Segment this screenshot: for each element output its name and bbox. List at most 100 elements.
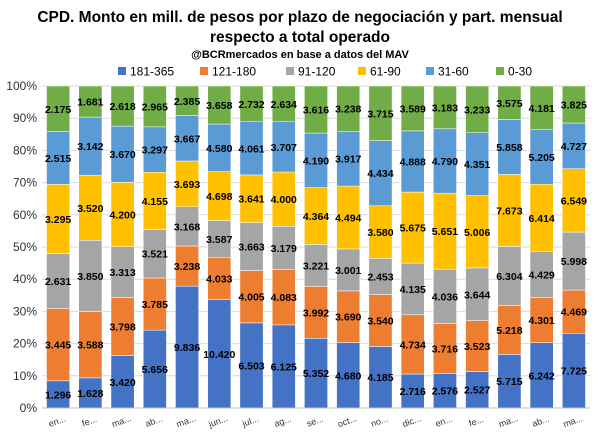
data-label: 3.238 [335, 104, 361, 116]
data-label: 3.716 [432, 343, 458, 355]
data-label: 2.716 [400, 386, 426, 398]
bar-segment-0-30 [562, 85, 586, 124]
data-label: 1.296 [45, 389, 71, 401]
bar-segment-0-30 [497, 85, 522, 120]
legend-label-121-180: 121-180 [212, 65, 256, 79]
data-label: 5.715 [496, 376, 522, 388]
data-label: 2.527 [464, 385, 490, 397]
data-label: 4.301 [529, 315, 555, 327]
x-tick-label: ma... [175, 413, 197, 429]
data-label: 4.351 [464, 159, 490, 171]
x-tick-label: ma... [562, 413, 584, 429]
bar-segment-0-30 [46, 85, 70, 132]
data-label: 4.200 [109, 209, 135, 221]
data-label: 9.836 [174, 342, 200, 354]
data-label: 4.005 [238, 292, 264, 304]
data-label: 3.589 [400, 103, 426, 115]
chart-title: CPD. Monto en mill. de pesos por plazo d… [37, 9, 562, 26]
legend-swatch-91-120 [286, 67, 294, 75]
data-label: 5.656 [142, 364, 168, 376]
data-label: 4.734 [400, 339, 426, 351]
data-label: 4.790 [432, 156, 458, 168]
data-label: 2.453 [367, 271, 393, 283]
x-tick-label: ma... [497, 413, 519, 429]
data-label: 4.888 [400, 156, 426, 168]
data-label: 3.540 [367, 315, 393, 327]
y-tick-label: 80% [13, 143, 37, 157]
bar-segment-0-30 [142, 85, 167, 128]
x-tick-label: jun... [206, 413, 229, 429]
data-label: 5.651 [432, 226, 458, 238]
data-label: 4.469 [561, 307, 587, 319]
bar-segment-0-30 [400, 85, 425, 132]
legend-swatch-0-30 [496, 67, 504, 75]
data-label: 2.732 [238, 99, 264, 111]
data-label: 2.618 [109, 101, 135, 113]
bar-segment-0-30 [175, 85, 199, 116]
data-label: 3.168 [174, 221, 200, 233]
data-label: 3.641 [238, 194, 264, 206]
y-tick-label: 70% [13, 176, 37, 190]
data-label: 3.445 [45, 340, 71, 352]
y-axis: 0% 10% 20% 30% 40% 50% 60% 70% 80% 90% 100% [6, 79, 37, 415]
x-tick-label: oct... [336, 413, 358, 429]
data-label: 3.523 [464, 341, 490, 353]
data-label: 3.587 [206, 234, 232, 246]
data-label: 4.033 [206, 274, 232, 286]
x-tick-label: dic... [401, 413, 422, 429]
data-label: 3.850 [77, 271, 103, 283]
data-label: 3.798 [109, 322, 135, 334]
x-tick-label: en... [47, 413, 67, 428]
legend-label-31-60: 31-60 [438, 65, 469, 79]
data-label: 3.142 [77, 141, 103, 153]
data-label: 3.295 [45, 214, 71, 226]
data-label: 4.429 [529, 270, 555, 282]
x-tick-label: ab... [144, 413, 164, 428]
data-label: 3.785 [142, 299, 168, 311]
data-label: 6.304 [496, 271, 522, 283]
data-label: 5.675 [400, 223, 426, 235]
x-tick-label: en... [434, 413, 454, 428]
y-tick-label: 10% [13, 369, 37, 383]
data-label: 4.494 [335, 213, 361, 225]
data-label: 2.965 [142, 101, 168, 113]
data-label: 4.698 [206, 191, 232, 203]
x-tick-label: fe... [467, 414, 485, 429]
legend-label-91-120: 91-120 [298, 65, 336, 79]
data-label: 3.707 [271, 142, 297, 154]
bar-segment-0-30 [110, 85, 135, 127]
data-label: 3.917 [335, 154, 361, 166]
data-label: 3.297 [142, 145, 168, 157]
x-axis: en... fe... ma... ab... ma... jun... jul... ag.… [42, 407, 590, 430]
data-label: 3.001 [335, 265, 361, 277]
legend-swatch-121-180 [200, 67, 208, 75]
bar-segment-0-30 [529, 85, 554, 131]
y-tick-label: 30% [13, 304, 37, 318]
data-label: 3.520 [77, 203, 103, 215]
chart-title-line2: respecto a total operado [210, 29, 390, 46]
data-label: 3.670 [109, 149, 135, 161]
data-label: 2.576 [432, 386, 458, 398]
data-label: 4.155 [142, 196, 168, 208]
x-tick-label: ag... [273, 413, 293, 428]
data-label: 5.998 [561, 256, 587, 268]
bar-segment-0-30 [465, 85, 490, 133]
legend: 181-365 121-180 91-120 61-90 31-60 0-30 [118, 65, 532, 79]
bar-segment-0-30 [207, 85, 232, 125]
data-label: 4.190 [303, 155, 329, 167]
data-label: 5.205 [529, 152, 555, 164]
data-label: 7.673 [496, 205, 522, 217]
bar-segment-0-30 [239, 85, 264, 123]
data-label: 4.135 [400, 284, 426, 296]
data-label: 4.680 [335, 370, 361, 382]
data-label: 3.221 [303, 260, 329, 272]
bar-segment-0-30 [336, 85, 361, 132]
data-label: 4.036 [432, 291, 458, 303]
data-label: 6.503 [238, 360, 264, 372]
legend-label-0-30: 0-30 [508, 65, 532, 79]
data-label: 6.242 [529, 370, 555, 382]
data-label: 4.061 [238, 143, 264, 155]
data-label: 4.727 [561, 141, 587, 153]
data-label: 4.083 [271, 292, 297, 304]
